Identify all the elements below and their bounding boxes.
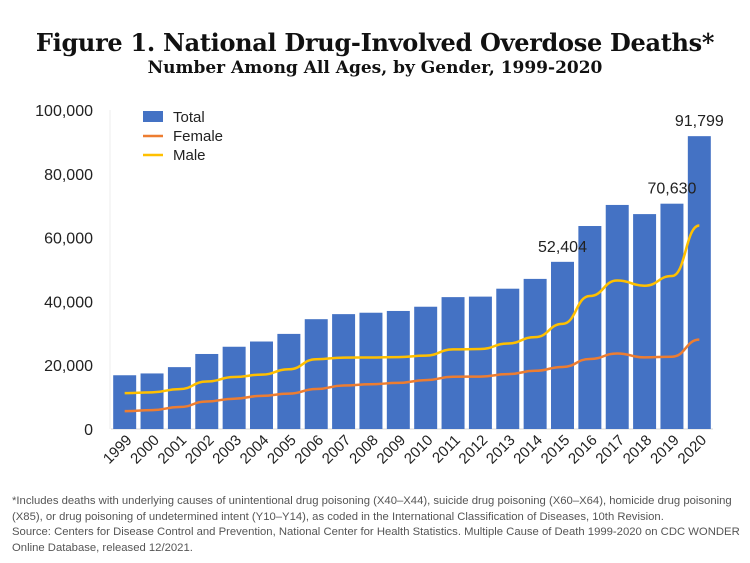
x-tick-label: 2017	[592, 432, 628, 468]
bar-total-2009	[386, 310, 410, 429]
bar-total-2013	[496, 288, 520, 429]
bar-total-2014	[523, 278, 547, 429]
x-tick-label: 1999	[100, 432, 136, 468]
y-tick-label: 0	[84, 422, 93, 439]
bar-total-2019	[660, 203, 684, 429]
data-label-2015: 52,404	[538, 239, 587, 256]
line-male	[124, 224, 700, 395]
x-tick-label: 2010	[401, 432, 437, 468]
x-tick-label: 2019	[647, 432, 683, 468]
legend-label-total: Total	[173, 109, 205, 126]
bar-total-2012	[468, 296, 492, 429]
x-tick-label: 2016	[565, 432, 601, 468]
bar-total-2003	[222, 346, 246, 429]
bar-total-2011	[441, 297, 465, 429]
bar-total-2000	[140, 373, 164, 429]
bar-total-2010	[414, 306, 438, 429]
x-tick-label: 2004	[237, 432, 273, 468]
x-tick-label: 2005	[264, 432, 300, 468]
x-tick-label: 2003	[209, 432, 245, 468]
x-tick-label: 2015	[538, 432, 574, 468]
x-tick-label: 2012	[456, 432, 492, 468]
x-tick-label: 2011	[429, 432, 464, 467]
x-tick-label: 2018	[620, 432, 656, 468]
bar-total-2017	[605, 204, 629, 429]
x-tick-label: 2002	[182, 432, 218, 468]
bar-total-2007	[332, 314, 356, 429]
bar-total-2020	[687, 136, 711, 429]
y-tick-label: 60,000	[44, 231, 93, 248]
x-tick-label: 2008	[346, 432, 382, 468]
data-label-2019: 70,630	[647, 181, 696, 198]
line-female	[124, 338, 700, 413]
footnote-definition: *Includes deaths with underlying causes …	[12, 495, 732, 523]
x-tick-label: 2014	[510, 432, 546, 468]
bar-total-2005	[277, 333, 301, 429]
x-tick-label: 2001	[155, 432, 191, 468]
chart-title: Figure 1. National Drug-Involved Overdos…	[35, 28, 715, 57]
bar-total-2006	[304, 319, 328, 429]
footnote: *Includes deaths with underlying causes …	[12, 494, 742, 556]
y-tick-label: 100,000	[35, 103, 93, 120]
legend-label-male: Male	[173, 147, 206, 164]
bar-total-2018	[633, 214, 657, 429]
chart-subtitle: Number Among All Ages, by Gender, 1999-2…	[147, 58, 603, 78]
x-tick-label: 2020	[675, 432, 711, 468]
bar-total-1999	[113, 375, 137, 429]
x-tick-label: 2000	[127, 432, 163, 468]
y-tick-label: 80,000	[44, 167, 93, 184]
chart-area: 0 20,000 40,000 60,000 80,000 100,000 19992000…	[35, 103, 724, 468]
x-tick-label: 2007	[319, 432, 355, 468]
x-tick-label: 2006	[291, 432, 327, 468]
bar-total-2002	[195, 353, 219, 429]
bar-total-2008	[359, 312, 383, 429]
y-tick-label: 20,000	[44, 358, 93, 375]
bar-total-2004	[250, 341, 273, 429]
bar-total-2001	[167, 367, 191, 429]
footnote-source: Source: Centers for Disease Control and …	[12, 526, 740, 554]
y-tick-label: 40,000	[44, 294, 93, 311]
bar-total-2015	[551, 261, 574, 429]
legend-label-female: Female	[173, 128, 223, 145]
data-label-2020: 91,799	[675, 113, 724, 130]
bar-total-2016	[578, 226, 602, 429]
x-tick-label: 2013	[483, 432, 519, 468]
legend-swatch-total	[143, 111, 163, 122]
x-tick-label: 2009	[374, 432, 410, 468]
